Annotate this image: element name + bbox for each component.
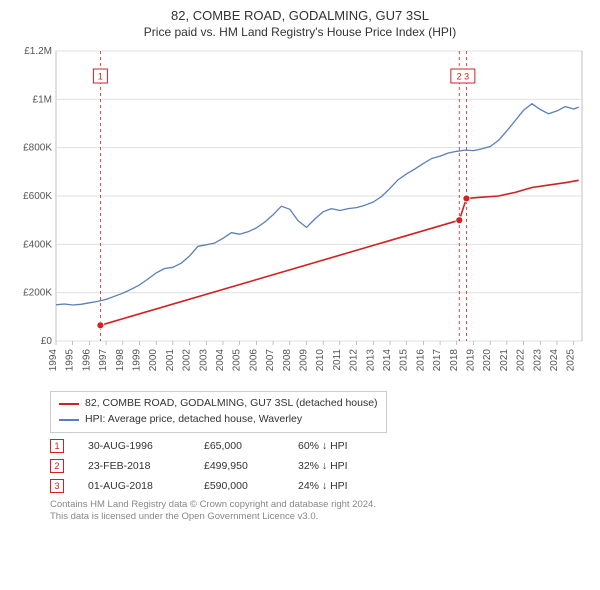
svg-text:2019: 2019: [465, 349, 476, 372]
footer-attribution: Contains HM Land Registry data © Crown c…: [50, 499, 588, 525]
svg-text:2012: 2012: [349, 349, 360, 372]
chart-area: £0 £200K £400K £600K £800K £1M £1.2M 1994 1995 19…: [12, 45, 588, 385]
transaction-marker: 2: [50, 459, 64, 473]
svg-text:2008: 2008: [282, 349, 293, 372]
svg-text:2018: 2018: [449, 349, 460, 372]
svg-text:2025: 2025: [566, 349, 577, 372]
transaction-row: 1 30-AUG-1996 £65,000 60% ↓ HPI: [50, 439, 588, 453]
svg-text:1996: 1996: [81, 349, 92, 372]
svg-text:£800K: £800K: [23, 143, 52, 154]
svg-text:2003: 2003: [198, 349, 209, 372]
svg-text:2 3: 2 3: [457, 72, 470, 82]
legend-swatch: [59, 403, 79, 405]
svg-text:2013: 2013: [365, 349, 376, 372]
svg-text:2001: 2001: [165, 349, 176, 372]
svg-text:£600K: £600K: [23, 191, 52, 202]
transaction-delta: 60% ↓ HPI: [298, 440, 388, 452]
chart-title: 82, COMBE ROAD, GODALMING, GU7 3SL: [12, 8, 588, 23]
footer-line-2: This data is licensed under the Open Gov…: [50, 511, 588, 524]
svg-text:1997: 1997: [98, 349, 109, 372]
svg-text:2010: 2010: [315, 349, 326, 372]
svg-text:£200K: £200K: [23, 288, 52, 299]
svg-text:2017: 2017: [432, 349, 443, 372]
transaction-delta: 24% ↓ HPI: [298, 480, 388, 492]
transaction-price: £65,000: [204, 440, 274, 452]
transaction-date: 01-AUG-2018: [88, 480, 180, 492]
svg-text:£400K: £400K: [23, 239, 52, 250]
svg-text:1: 1: [98, 72, 103, 82]
svg-text:2023: 2023: [532, 349, 543, 372]
svg-text:2021: 2021: [499, 349, 510, 372]
legend-label: 82, COMBE ROAD, GODALMING, GU7 3SL (deta…: [85, 396, 378, 412]
transaction-date: 30-AUG-1996: [88, 440, 180, 452]
legend-row: 82, COMBE ROAD, GODALMING, GU7 3SL (deta…: [59, 396, 378, 412]
svg-text:2005: 2005: [232, 349, 243, 372]
svg-text:1998: 1998: [115, 349, 126, 372]
svg-text:2000: 2000: [148, 349, 159, 372]
line-chart-svg: £0 £200K £400K £600K £800K £1M £1.2M 1994 1995 19…: [12, 45, 588, 385]
transaction-delta: 32% ↓ HPI: [298, 460, 388, 472]
svg-text:2011: 2011: [332, 349, 343, 371]
transaction-date: 23-FEB-2018: [88, 460, 180, 472]
transactions-table: 1 30-AUG-1996 £65,000 60% ↓ HPI 2 23-FEB-2018…: [50, 439, 588, 493]
transaction-price: £499,950: [204, 460, 274, 472]
transaction-marker: 1: [50, 439, 64, 453]
svg-text:2016: 2016: [415, 349, 426, 372]
legend-row: HPI: Average price, detached house, Wave…: [59, 412, 378, 428]
transaction-price: £590,000: [204, 480, 274, 492]
svg-text:2006: 2006: [248, 349, 259, 372]
svg-text:2020: 2020: [482, 349, 493, 372]
svg-text:2015: 2015: [399, 349, 410, 372]
legend: 82, COMBE ROAD, GODALMING, GU7 3SL (deta…: [50, 391, 387, 433]
svg-text:£0: £0: [41, 336, 53, 347]
transaction-row: 2 23-FEB-2018 £499,950 32% ↓ HPI: [50, 459, 588, 473]
transaction-row: 3 01-AUG-2018 £590,000 24% ↓ HPI: [50, 479, 588, 493]
svg-text:2009: 2009: [298, 349, 309, 372]
svg-text:2014: 2014: [382, 349, 393, 372]
svg-text:£1M: £1M: [33, 94, 52, 105]
svg-text:1994: 1994: [48, 349, 59, 372]
svg-text:2007: 2007: [265, 349, 276, 372]
legend-swatch: [59, 419, 79, 421]
svg-text:1995: 1995: [65, 349, 76, 372]
svg-text:2024: 2024: [549, 349, 560, 372]
svg-text:2004: 2004: [215, 349, 226, 372]
svg-text:2022: 2022: [516, 349, 527, 372]
transaction-marker: 3: [50, 479, 64, 493]
chart-subtitle: Price paid vs. HM Land Registry's House …: [12, 25, 588, 39]
footer-line-1: Contains HM Land Registry data © Crown c…: [50, 499, 588, 512]
legend-label: HPI: Average price, detached house, Wave…: [85, 412, 302, 428]
svg-text:1999: 1999: [131, 349, 142, 372]
svg-text:£1.2M: £1.2M: [24, 46, 52, 57]
svg-text:2002: 2002: [182, 349, 193, 372]
